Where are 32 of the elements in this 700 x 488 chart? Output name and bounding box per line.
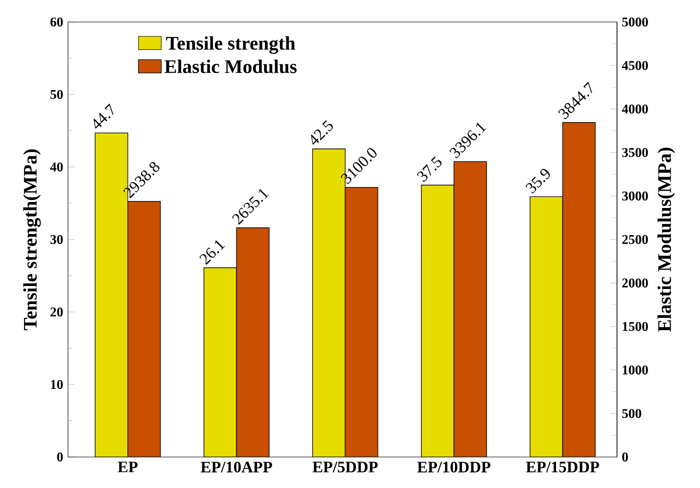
x-tick-label: EP/10APP bbox=[200, 462, 272, 472]
data-label: 42.5 bbox=[311, 120, 333, 145]
y2-tick-label: 500 bbox=[622, 408, 642, 418]
y2-tick-label: 3000 bbox=[622, 191, 648, 200]
legend-label: Tensile strength bbox=[166, 36, 296, 54]
y-axis-title: Tensile strength(MPa) bbox=[23, 149, 41, 330]
y2-tick-label: 1000 bbox=[622, 365, 648, 374]
legend-label: Elastic Modulus bbox=[164, 60, 297, 74]
y-tick-label: 60 bbox=[50, 17, 63, 26]
data-label: 37.5 bbox=[416, 156, 442, 182]
y2-axis-title: Elastic Modulus(MPa) bbox=[658, 148, 675, 332]
y-tick-label: 20 bbox=[50, 307, 63, 316]
y-tick-label: 50 bbox=[50, 90, 63, 99]
y-tick-label: 30 bbox=[50, 234, 63, 244]
x-tick-label: EP/15DDP bbox=[526, 462, 600, 472]
y2-tick-label: 3500 bbox=[622, 148, 648, 157]
x-tick-label: EP/5DDP bbox=[312, 462, 378, 472]
y2-tick-label: 1500 bbox=[622, 322, 648, 331]
y-tick-label: 40 bbox=[50, 162, 63, 172]
data-label: 44.7 bbox=[94, 104, 114, 129]
y-tick-label: 0 bbox=[57, 452, 63, 462]
y2-tick-label: 2500 bbox=[622, 234, 648, 244]
y-tick-label: 10 bbox=[51, 380, 63, 389]
y2-tick-label: 0 bbox=[622, 452, 628, 462]
x-tick-label: EP/10DDP bbox=[417, 462, 490, 472]
y2-tick-label: 4500 bbox=[622, 60, 648, 70]
y2-tick-label: 4000 bbox=[622, 104, 648, 114]
y2-tick-label: 2000 bbox=[622, 278, 648, 288]
data-label: 35.9 bbox=[526, 168, 550, 194]
y2-tick-label: 5000 bbox=[622, 17, 648, 26]
data-label: 26.1 bbox=[199, 240, 226, 265]
x-tick-label: EP bbox=[118, 462, 138, 472]
